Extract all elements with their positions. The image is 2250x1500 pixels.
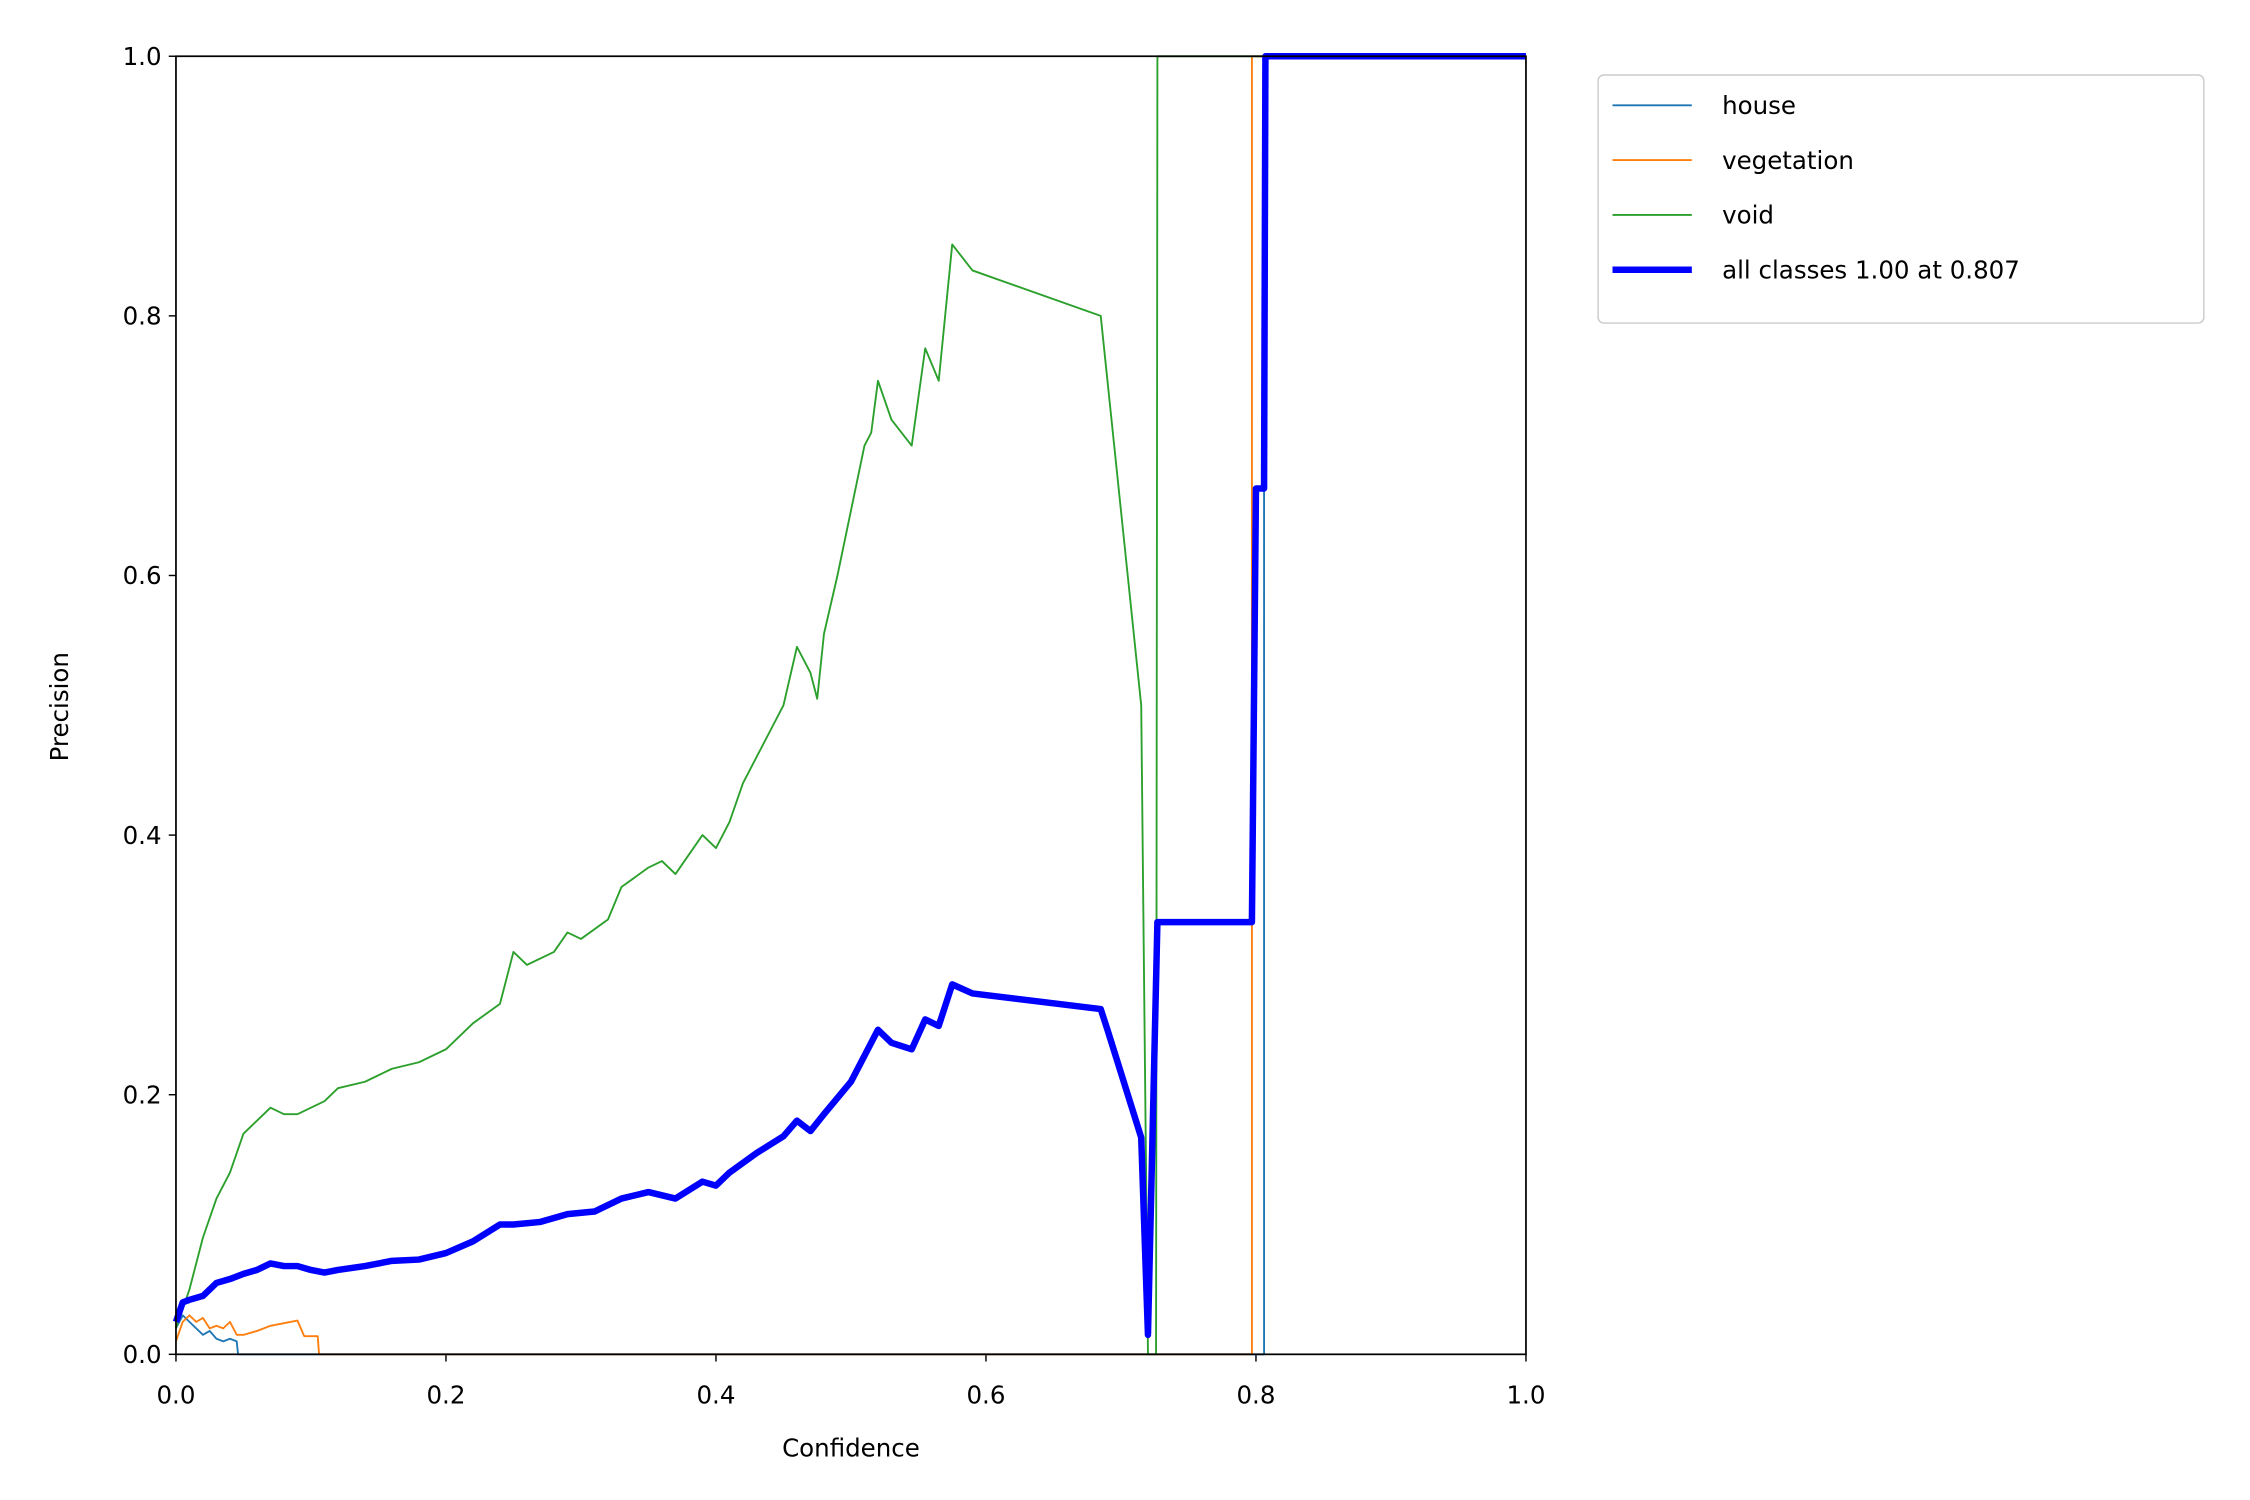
legend-label: void [1722,201,1774,230]
series-line [172,53,1526,1339]
plot-frame [175,55,1527,1356]
legend-label: vegetation [1722,146,1854,175]
x-tick-label: 0.6 [966,1380,1005,1409]
series-line [175,55,1526,1356]
x-axis-label: Confidence [782,1434,920,1463]
series-line [175,55,1526,1356]
y-axis-label: Precision [45,652,74,761]
series-line [175,55,1526,1356]
legend-box [1597,74,2205,324]
x-tick-label: 0.2 [426,1380,465,1409]
x-tick-label: 0.8 [1236,1380,1275,1409]
y-tick-label: 0.2 [123,1080,162,1109]
y-tick-label: 0.6 [123,561,162,590]
y-tick-label: 0.4 [123,821,162,850]
y-tick-label: 0.0 [123,1340,162,1369]
y-tick-label: 0.8 [123,302,162,331]
x-tick-label: 0.0 [156,1380,195,1409]
legend-label: house [1722,91,1796,120]
y-tick-label: 1.0 [123,42,162,71]
legend-label: all classes 1.00 at 0.807 [1722,255,2020,284]
x-tick-label: 1.0 [1506,1380,1545,1409]
x-tick-label: 0.4 [696,1380,735,1409]
